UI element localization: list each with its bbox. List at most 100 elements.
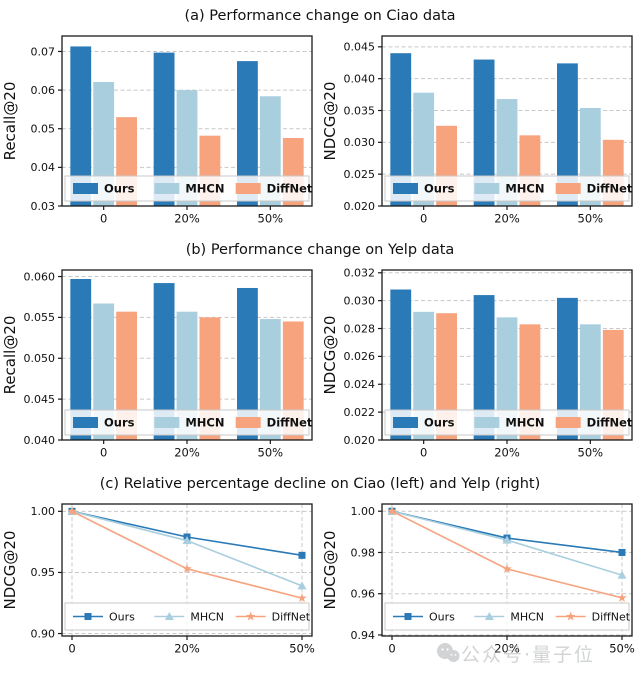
y-axis-label: Recall@20 [1, 316, 19, 395]
marker-ours-2 [618, 548, 626, 556]
x-tick-label: 0 [420, 212, 427, 226]
legend-marker-ours [84, 613, 92, 620]
legend-label-mhcn: MHCN [190, 611, 224, 624]
x-tick-label: 20% [174, 642, 200, 656]
legend-swatch-mhcn [474, 183, 500, 194]
bar-ours-2 [557, 297, 578, 440]
section-b-charts: Ours MHCN DiffNet 0.040 0.045 0.050 0.055 0.060… [0, 263, 640, 466]
y-tick-label: 0.028 [344, 322, 376, 335]
legend-marker-mhcn [164, 612, 174, 620]
y-tick-label: 0.03 [31, 200, 56, 213]
x-tick-label: 50% [289, 642, 315, 656]
legend-swatch-ours [73, 183, 98, 194]
y-tick-label: 0.035 [344, 104, 376, 117]
legend-swatch-mhcn [154, 183, 180, 194]
legend-box [384, 602, 630, 631]
chart-ciao-ndcg-bar: Ours MHCN DiffNet 0.020 0.025 0.030 0.035 0.040… [321, 35, 633, 226]
legend-swatch-mhcn [474, 417, 500, 428]
legend-marker-diffnet [565, 611, 576, 621]
x-tick-label: 50% [258, 212, 284, 226]
legend-box [64, 175, 310, 202]
marker-diffnet-2 [297, 593, 307, 603]
x-tick-label: 0 [388, 642, 395, 656]
chart-yelp-recall-bar: Ours MHCN DiffNet 0.040 0.045 0.050 0.055 0.060… [1, 269, 313, 460]
y-tick-label: 0.05 [31, 123, 56, 136]
chart-ciao-decline-line: Ours MHCN DiffNet 0.90 0.95 1.00 0 20% 50% NDCG@2… [1, 503, 315, 656]
legend-marker-diffnet [245, 611, 256, 621]
section-c-title: (c) Relative percentage decline on Ciao … [99, 476, 541, 492]
y-tick-label: 0.030 [344, 136, 376, 149]
section-a-title: (a) Performance change on Ciao data [184, 8, 456, 24]
legend-swatch-diffnet [555, 417, 581, 428]
y-tick-label: 0.95 [31, 566, 56, 579]
legend-box [384, 175, 630, 202]
legend-marker-ours [404, 613, 412, 620]
y-tick-label: 0.025 [344, 168, 376, 181]
x-tick-label: 50% [578, 212, 604, 226]
y-tick-label: 0.90 [31, 627, 56, 640]
x-tick-label: 20% [174, 212, 200, 226]
x-tick-label: 0 [100, 212, 107, 226]
y-tick-label: 0.98 [351, 546, 376, 559]
legend-label-ours: Ours [424, 182, 455, 196]
legend-label-diffnet: DiffNet [592, 611, 631, 624]
y-axis-label: Recall@20 [1, 82, 19, 161]
y-tick-label: 0.020 [344, 200, 376, 213]
legend-swatch-ours [73, 417, 98, 428]
marker-diffnet-0 [387, 506, 397, 516]
bar-mhcn-0 [413, 311, 435, 440]
y-tick-label: 0.060 [24, 270, 56, 283]
y-tick-label: 0.024 [344, 378, 376, 391]
bar-mhcn-0 [93, 303, 115, 440]
y-axis-label: NDCG@20 [1, 531, 19, 610]
chart-yelp-decline-line: Ours MHCN DiffNet 0.94 0.96 0.98 1.00 0 20% 50% ND… [321, 503, 635, 656]
y-axis-label: NDCG@20 [321, 531, 339, 610]
x-tick-label: 20% [174, 446, 200, 460]
bar-ours-2 [237, 61, 258, 207]
y-tick-label: 0.94 [351, 629, 376, 642]
y-tick-label: 0.045 [24, 393, 56, 406]
chart-ciao-recall-bar: Ours MHCN DiffNet 0.03 0.04 0.05 0.06 0.07 0 20% 5… [1, 35, 313, 226]
x-tick-label: 0 [100, 446, 107, 460]
bar-ours-2 [237, 287, 258, 440]
y-tick-label: 1.00 [31, 505, 56, 518]
y-axis-label: NDCG@20 [321, 82, 339, 161]
legend-marker-mhcn [484, 612, 494, 620]
x-tick-label: 20% [494, 446, 520, 460]
marker-mhcn-2 [297, 581, 307, 590]
bar-ours-1 [473, 59, 495, 207]
bar-mhcn-1 [176, 311, 198, 440]
legend-swatch-diffnet [555, 183, 581, 194]
legend-label-diffnet: DiffNet [267, 182, 313, 196]
bar-ours-2 [557, 63, 578, 206]
marker-diffnet-1 [502, 563, 512, 574]
marker-mhcn-1 [182, 536, 192, 545]
legend-swatch-diffnet [235, 417, 261, 428]
bar-ours-0 [70, 278, 92, 440]
y-tick-label: 0.04 [31, 161, 56, 174]
marker-mhcn-2 [617, 570, 627, 579]
legend-label-ours: Ours [109, 611, 135, 624]
y-tick-label: 0.045 [344, 41, 376, 54]
y-tick-label: 0.06 [31, 84, 56, 97]
x-tick-label: 50% [609, 642, 635, 656]
marker-diffnet-1 [182, 563, 192, 573]
legend-box [64, 409, 310, 436]
y-tick-label: 0.026 [344, 350, 376, 363]
y-tick-label: 0.022 [344, 406, 376, 419]
x-tick-label: 0 [68, 642, 75, 656]
y-tick-label: 0.07 [31, 45, 56, 58]
legend-swatch-ours [393, 183, 418, 194]
bar-ours-0 [390, 289, 412, 440]
legend-label-ours: Ours [104, 416, 135, 430]
marker-mhcn-1 [502, 535, 512, 544]
y-tick-label: 0.050 [24, 352, 56, 365]
marker-ours-2 [298, 551, 306, 559]
bar-ours-1 [153, 52, 175, 207]
legend-label-mhcn: MHCN [505, 182, 544, 196]
legend-label-ours: Ours [104, 182, 135, 196]
line-mhcn [71, 510, 303, 587]
legend-label-diffnet: DiffNet [267, 416, 313, 430]
bar-mhcn-0 [93, 81, 115, 206]
